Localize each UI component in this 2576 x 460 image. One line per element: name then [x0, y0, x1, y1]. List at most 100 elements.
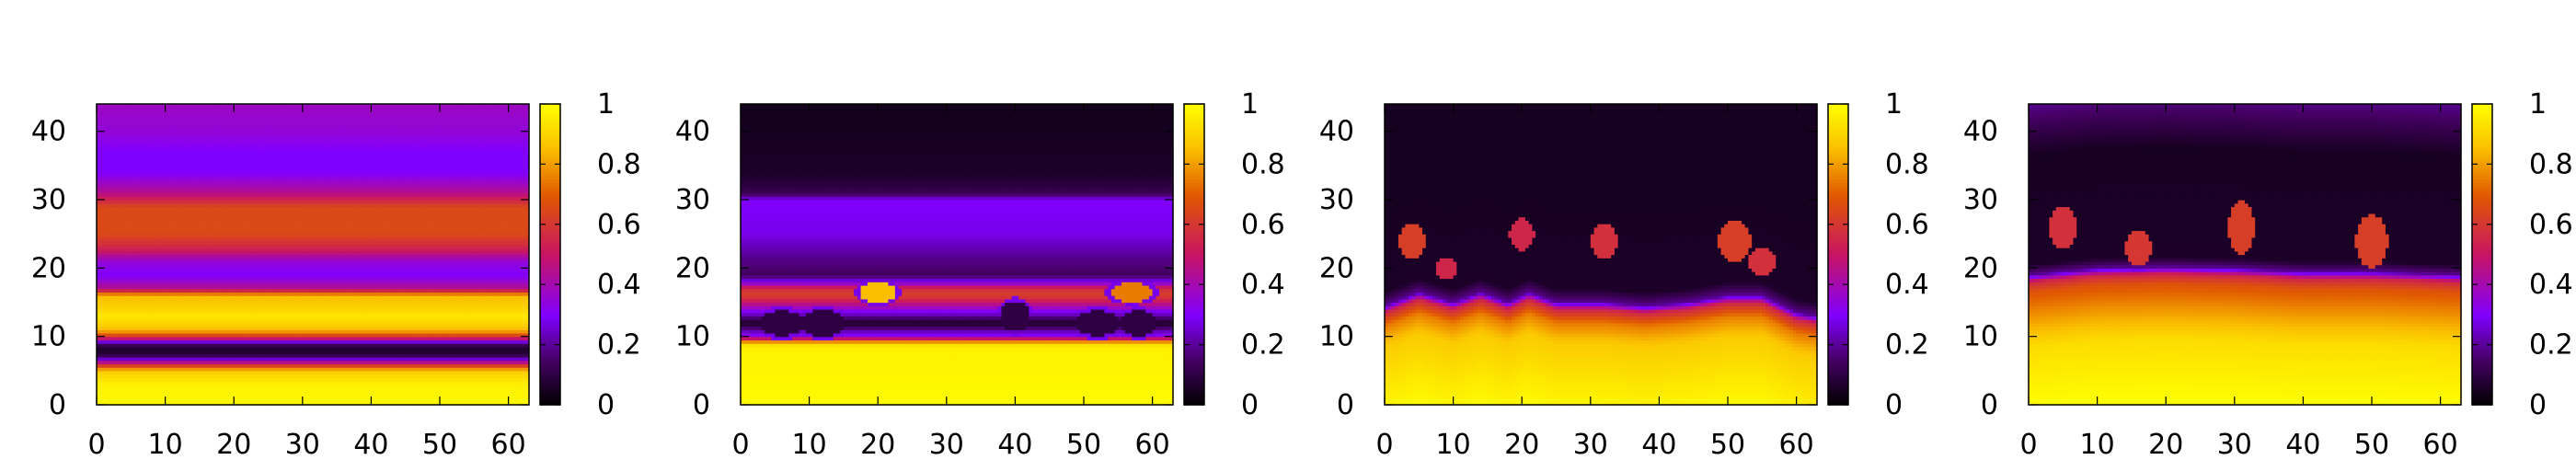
heatmap-cell [305, 295, 310, 300]
heatmap-cell [292, 374, 296, 378]
heatmap-cell [343, 397, 348, 402]
heatmap-cell [250, 350, 256, 354]
heatmap-cell [422, 380, 427, 385]
heatmap-cell [440, 288, 444, 293]
heatmap-cell [377, 282, 383, 286]
heatmap-cell [508, 292, 512, 296]
heatmap-cell [432, 302, 437, 306]
heatmap-cell [351, 387, 355, 392]
heatmap-cell [504, 377, 510, 382]
heatmap-cell [295, 292, 300, 296]
heatmap-cell [488, 316, 492, 320]
heatmap-cell [422, 367, 427, 372]
heatmap-cell [137, 370, 143, 375]
heatmap-cell [230, 312, 235, 316]
heatmap-cell [131, 312, 135, 316]
heatmap-cell [504, 353, 510, 358]
heatmap-cell [99, 343, 105, 348]
heatmap-cell [258, 391, 262, 396]
heatmap-cell [436, 384, 441, 389]
heatmap-cell [250, 363, 256, 368]
heatmap-cell [254, 350, 259, 354]
heatmap-cell [398, 329, 403, 334]
heatmap-cell [107, 370, 111, 375]
heatmap-cell [367, 319, 373, 324]
heatmap-cell [309, 312, 314, 316]
heatmap-cell [196, 363, 201, 368]
heatmap-cell [385, 363, 389, 368]
heatmap-cell [196, 305, 201, 310]
heatmap-cell [224, 295, 228, 300]
heatmap-cell [134, 387, 139, 392]
heatmap-cell [395, 384, 399, 389]
heatmap-cell [415, 292, 420, 296]
heatmap-cell [216, 363, 221, 368]
heatmap-cell [508, 346, 512, 351]
heatmap-cell [415, 350, 420, 354]
heatmap-cell [234, 326, 238, 330]
heatmap-cell [480, 370, 486, 375]
heatmap-cell [182, 343, 187, 348]
heatmap-cell [474, 316, 478, 320]
heatmap-cell [254, 329, 259, 334]
heatmap-cell [490, 346, 496, 351]
heatmap-cell [103, 278, 108, 282]
heatmap-cell [353, 302, 359, 306]
heatmap-cell [440, 343, 444, 348]
heatmap-cell [161, 274, 167, 280]
heatmap-cell [247, 391, 252, 396]
heatmap-cell [254, 397, 259, 402]
heatmap-cell [123, 339, 129, 344]
heatmap-cell [412, 312, 417, 316]
heatmap-cell [202, 353, 207, 358]
heatmap-cell [147, 319, 153, 324]
heatmap-cell [504, 384, 510, 389]
heatmap-cell [254, 319, 259, 324]
heatmap-cell [381, 312, 385, 316]
heatmap-cell [234, 329, 238, 334]
heatmap-cell [305, 288, 310, 293]
heatmap-cell [220, 370, 224, 375]
heatmap-cell [202, 284, 207, 290]
heatmap-cell [131, 397, 135, 402]
heatmap-cell [326, 394, 331, 399]
heatmap-cell [453, 332, 458, 338]
heatmap-cell [236, 391, 242, 396]
heatmap-cell [144, 343, 149, 348]
heatmap-cell [117, 336, 121, 340]
heatmap-cell [103, 387, 108, 392]
heatmap-cell [313, 329, 317, 334]
heatmap-cell [299, 394, 304, 399]
heatmap-cell [498, 363, 502, 368]
heatmap-cell [202, 346, 207, 351]
heatmap-cell [515, 295, 520, 300]
heatmap-cell [381, 377, 385, 382]
heatmap-cell [488, 346, 492, 351]
heatmap-cell [313, 394, 317, 399]
heatmap-cell [151, 374, 156, 378]
heatmap-cell [525, 363, 530, 368]
heatmap-cell [361, 384, 365, 389]
heatmap-cell [117, 380, 121, 385]
heatmap-cell [244, 288, 248, 293]
heatmap-cell [144, 284, 149, 290]
heatmap-cell [144, 384, 149, 389]
heatmap-cell [313, 360, 317, 365]
heatmap-cell [202, 316, 207, 320]
heatmap-cell [134, 332, 139, 338]
heatmap-cell [292, 295, 296, 300]
heatmap-cell [401, 350, 407, 354]
heatmap-cell [374, 353, 379, 358]
heatmap-cell [494, 356, 500, 362]
heatmap-cell [117, 271, 121, 276]
heatmap-cell [316, 271, 321, 276]
heatmap-cell [401, 367, 407, 372]
heatmap-cell [258, 268, 262, 272]
heatmap-cell [113, 282, 118, 286]
heatmap-cell [436, 360, 441, 365]
heatmap-cell [185, 326, 190, 330]
heatmap-cell [161, 282, 167, 286]
heatmap-cell [477, 292, 482, 296]
heatmap-cell [450, 316, 454, 320]
heatmap-cell [220, 343, 224, 348]
